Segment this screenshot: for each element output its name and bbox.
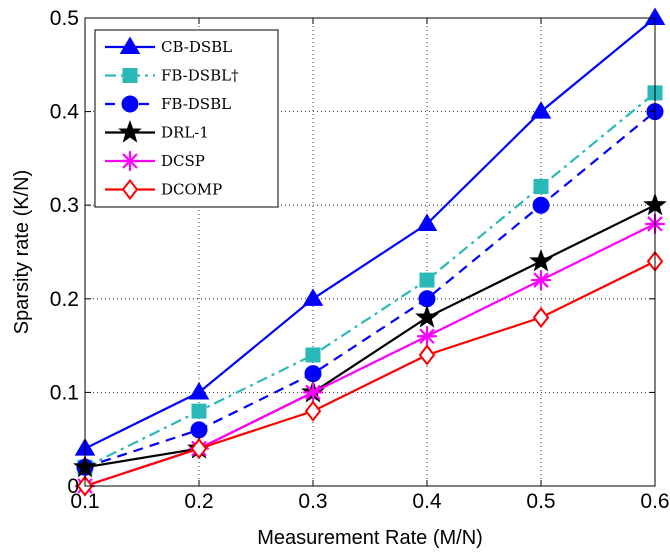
x-tick-label: 0.3 (298, 490, 327, 513)
data-point (532, 306, 550, 329)
y-tick-label: 0.2 (50, 288, 79, 311)
x-tick-label: 0.4 (412, 490, 442, 513)
legend-marker (121, 95, 139, 113)
data-point (530, 269, 552, 291)
legend-item: FB-DSBL† (105, 67, 239, 85)
x-tick-label: 0.1 (70, 490, 99, 513)
axis-ticks: 0.1 0.2 0.3 0.4 0.5 0.600.10.20.30.40.5 (50, 7, 670, 513)
x-tick-label: 0.5 (526, 490, 555, 513)
legend-marker (119, 150, 141, 172)
data-point (418, 290, 436, 308)
legend-label: DRL-1 (161, 124, 209, 142)
data-point (530, 101, 552, 119)
y-tick-label: 0.5 (50, 7, 79, 30)
legend-label: DCSP (161, 152, 205, 170)
data-point (191, 403, 207, 419)
data-point (418, 344, 436, 366)
x-tick-label: 0.2 (184, 490, 213, 513)
legend-marker (122, 68, 138, 83)
legend-marker (121, 178, 139, 201)
series-line (84, 92, 656, 469)
data-point (188, 381, 210, 400)
x-axis-label: Measurement Rate (M/N) (257, 527, 483, 549)
series-line (84, 110, 656, 469)
data-point (532, 196, 550, 214)
data-point (419, 272, 435, 288)
y-tick-label: 0 (67, 475, 79, 498)
data-point (416, 213, 438, 231)
series-0 (74, 7, 666, 456)
legend-label: DCOMP (161, 181, 222, 199)
y-tick-label: 0.3 (50, 194, 79, 217)
data-point (304, 400, 322, 422)
series-line (84, 17, 656, 450)
y-tick-label: 0.4 (50, 101, 80, 124)
legend-item: CB-DSBL (105, 36, 232, 56)
data-point (190, 421, 208, 439)
y-axis-label: Sparsity rate (K/N) (11, 170, 33, 334)
plot-frame (84, 17, 656, 487)
series-line (84, 204, 656, 469)
legend-box (94, 29, 279, 208)
data-point (415, 305, 439, 328)
y-tick-label: 0.1 (50, 381, 79, 404)
data-point (416, 326, 438, 347)
legend-item: DRL-1 (105, 120, 209, 143)
data-point (305, 347, 321, 363)
series-line (84, 260, 656, 488)
legend-marker (118, 120, 142, 143)
legend-label: CB-DSBL (161, 38, 232, 56)
data-point (302, 382, 324, 403)
data-point (302, 288, 324, 306)
legend-label: FB-DSBL† (161, 67, 239, 85)
legend-item: FB-DSBL (105, 95, 231, 113)
x-tick-label: 0.6 (640, 490, 669, 513)
legend: CB-DSBL FB-DSBL† FB-DSBL DRL-1 DCSP DCOMP (94, 29, 279, 208)
legend-marker (119, 36, 141, 55)
data-point (529, 248, 553, 272)
data-point (304, 365, 322, 383)
data-point (533, 178, 549, 194)
series-5 (76, 250, 664, 497)
legend-item: DCSP (105, 150, 205, 172)
legend-item: DCOMP (105, 178, 222, 201)
legend-label: FB-DSBL (161, 95, 231, 113)
data-point (190, 437, 208, 460)
